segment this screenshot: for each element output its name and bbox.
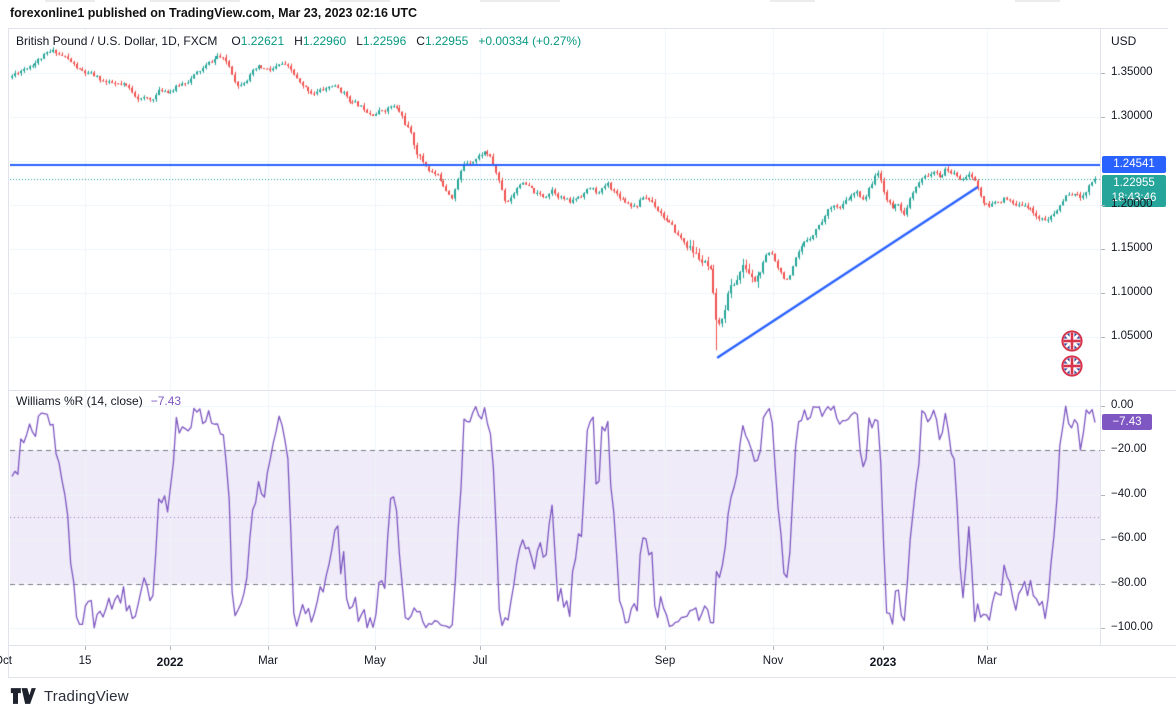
- brand-name[interactable]: TradingView: [44, 687, 129, 705]
- indicator-tick-mark: [1101, 450, 1105, 452]
- time-tick-mark: [170, 646, 171, 650]
- price-tick-mark: [1101, 117, 1105, 118]
- indicator-tick-label: −20.00: [1111, 443, 1147, 456]
- time-tick-label: Nov: [762, 655, 784, 667]
- ohlc-key: H: [294, 34, 303, 48]
- price-tick-label: 1.20000: [1111, 198, 1153, 210]
- toolbar-fragment: [770, 0, 815, 2]
- time-tick-label: 2023: [869, 655, 897, 669]
- price-tick-mark: [1101, 205, 1105, 206]
- ohlc-values: O1.22621 H1.22960 L1.22596 C1.22955: [231, 34, 478, 48]
- symbol-legend: British Pound / U.S. Dollar, 1D, FXCM O1.…: [16, 34, 581, 48]
- toolbar-fragment: [480, 0, 560, 2]
- time-tick-mark: [375, 646, 376, 650]
- toolbar-fragment: [1015, 0, 1060, 2]
- indicator-tick-mark: [1101, 628, 1105, 629]
- ohlc-value: 1.22621: [240, 34, 285, 48]
- indicator-tick-label: −60.00: [1111, 532, 1147, 545]
- indicator-tick-label: −100.00: [1111, 621, 1153, 633]
- ohlc-value: 1.22960: [302, 34, 347, 48]
- panel-separator: [8, 390, 1176, 391]
- gbp-flag-icon: [1061, 355, 1083, 377]
- indicator-legend: Williams %R (14, close) −7.43: [16, 394, 181, 408]
- time-tick-mark: [883, 646, 884, 650]
- ohlc-key: C: [416, 34, 425, 48]
- ohlc-value: 1.22596: [362, 34, 407, 48]
- toolbar-fragment: [330, 0, 390, 2]
- price-tick-mark: [1101, 293, 1105, 294]
- indicator-value-label: −7.43: [1102, 414, 1152, 431]
- price-tick-label: 1.10000: [1111, 286, 1153, 298]
- currency-label: USD: [1111, 34, 1137, 48]
- time-tick-label: 2022: [156, 655, 184, 669]
- williams-r-canvas[interactable]: [10, 391, 1100, 644]
- price-chart-canvas[interactable]: [10, 29, 1100, 389]
- toolbar-fragment: [45, 0, 95, 2]
- indicator-title[interactable]: Williams %R (14, close): [16, 394, 143, 408]
- price-axis[interactable]: USD 1.24541 1.22955 18:43:46 1.35000 1.30…: [1101, 28, 1176, 390]
- time-tick-label: Jul: [472, 655, 488, 667]
- price-tick-label: 1.35000: [1111, 66, 1153, 78]
- price-tick-label: 1.30000: [1111, 110, 1153, 122]
- indicator-tick-mark: [1101, 539, 1105, 541]
- time-axis-bottom-border: [8, 677, 1176, 678]
- time-tick-label: Sep: [654, 655, 676, 667]
- symbol-flag-badges: [1061, 330, 1085, 380]
- tradingview-logo-icon[interactable]: [10, 686, 36, 706]
- price-tick-label: 1.05000: [1111, 330, 1153, 342]
- time-tick-label: May: [364, 655, 386, 667]
- symbol-title[interactable]: British Pound / U.S. Dollar, 1D, FXCM: [16, 34, 218, 48]
- price-tick-mark: [1101, 73, 1105, 74]
- price-tick-mark: [1101, 337, 1105, 338]
- level-price-label: 1.24541: [1102, 156, 1166, 174]
- ohlc-value: 1.22955: [424, 34, 469, 48]
- time-tick-mark: [268, 646, 269, 650]
- time-tick-label: Mar: [258, 655, 278, 667]
- indicator-axis[interactable]: −7.43 0.00 −20.00 −40.00 −60.00 −80.00 −100.0…: [1101, 390, 1176, 645]
- indicator-value: −7.43: [150, 394, 182, 408]
- footer: TradingView: [10, 684, 129, 708]
- gbp-flag-icon: [1061, 330, 1083, 352]
- price-axis-border: [1100, 28, 1101, 645]
- card-left-border: [8, 28, 9, 677]
- indicator-tick-label: −40.00: [1111, 487, 1147, 500]
- last-price-label: 1.22955 18:43:46: [1102, 174, 1166, 207]
- time-tick-mark: [665, 646, 666, 650]
- time-axis-top-border: [8, 645, 1176, 646]
- indicator-tick-mark: [1101, 494, 1105, 496]
- time-tick-mark: [987, 646, 988, 650]
- price-tick-mark: [1101, 249, 1105, 250]
- time-tick-label: Mar: [977, 655, 997, 667]
- countdown-timer: 18:43:46: [1111, 191, 1157, 204]
- time-tick-mark: [773, 646, 774, 650]
- toolbar-fragment: [150, 0, 240, 2]
- time-axis[interactable]: Oct 15 2022 Mar May Jul Sep Nov 2023 Mar: [0, 646, 1176, 677]
- indicator-tick-label: −80.00: [1111, 576, 1147, 589]
- last-price-value: 1.22955: [1113, 176, 1155, 189]
- time-tick-mark: [85, 646, 86, 650]
- price-tick-label: 1.15000: [1111, 242, 1153, 254]
- clipped-toolbar-strip: [0, 0, 1176, 3]
- time-tick-mark: [480, 646, 481, 650]
- indicator-tick-label: 0.00: [1111, 399, 1134, 411]
- publish-line: forexonline1 published on TradingView.co…: [10, 6, 418, 20]
- ohlc-key: L: [356, 34, 363, 48]
- time-tick-label: 15: [78, 655, 92, 667]
- time-tick-label: Oct: [0, 655, 12, 667]
- indicator-tick-mark: [1101, 583, 1105, 585]
- indicator-tick-mark: [1101, 406, 1105, 407]
- ohlc-key: O: [231, 34, 241, 48]
- card-top-border: [8, 28, 1168, 29]
- change-value: +0.00334 (+0.27%): [478, 34, 582, 48]
